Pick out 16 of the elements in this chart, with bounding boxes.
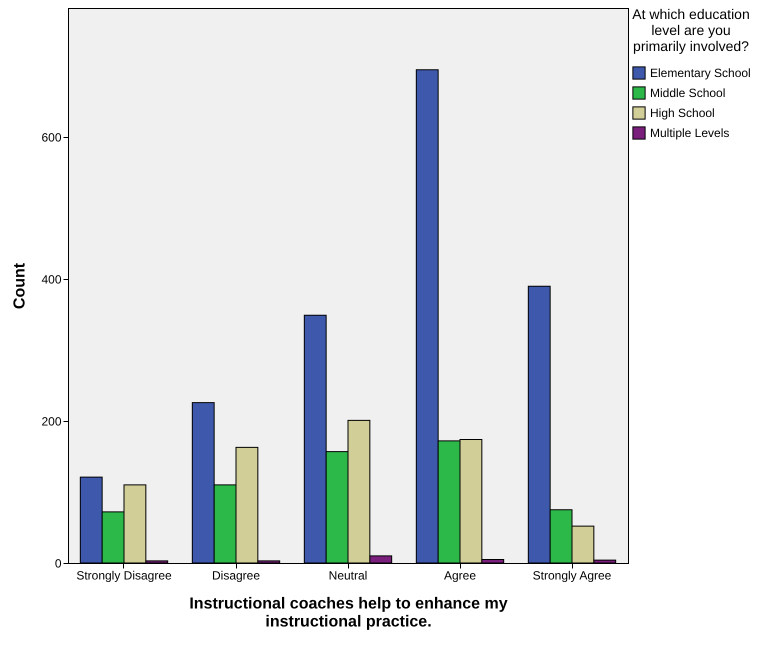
y-tick-label: 0 — [54, 556, 62, 570]
x-tick-label: Neutral — [328, 568, 368, 582]
x-tick-label: Disagree — [212, 568, 260, 582]
y-axis-title: Count — [11, 262, 28, 310]
x-axis-title: Instructional coaches help to enhance my instructional practice. — [189, 596, 508, 630]
legend-title: At which education level are you primarily involved? — [632, 6, 750, 54]
x-tick-label: Agree — [444, 568, 476, 582]
legend-label: Middle School — [650, 86, 726, 100]
x-tick-label: Strongly Disagree — [76, 568, 172, 582]
legend-label: Elementary School — [650, 66, 751, 80]
y-tick-label: 600 — [41, 130, 62, 145]
legend-label: Multiple Levels — [650, 126, 730, 140]
y-tick-label: 400 — [41, 272, 62, 287]
y-tick-label: 200 — [41, 414, 62, 429]
x-tick-label: Strongly Agree — [532, 568, 612, 582]
legend-label: High School — [650, 106, 715, 120]
